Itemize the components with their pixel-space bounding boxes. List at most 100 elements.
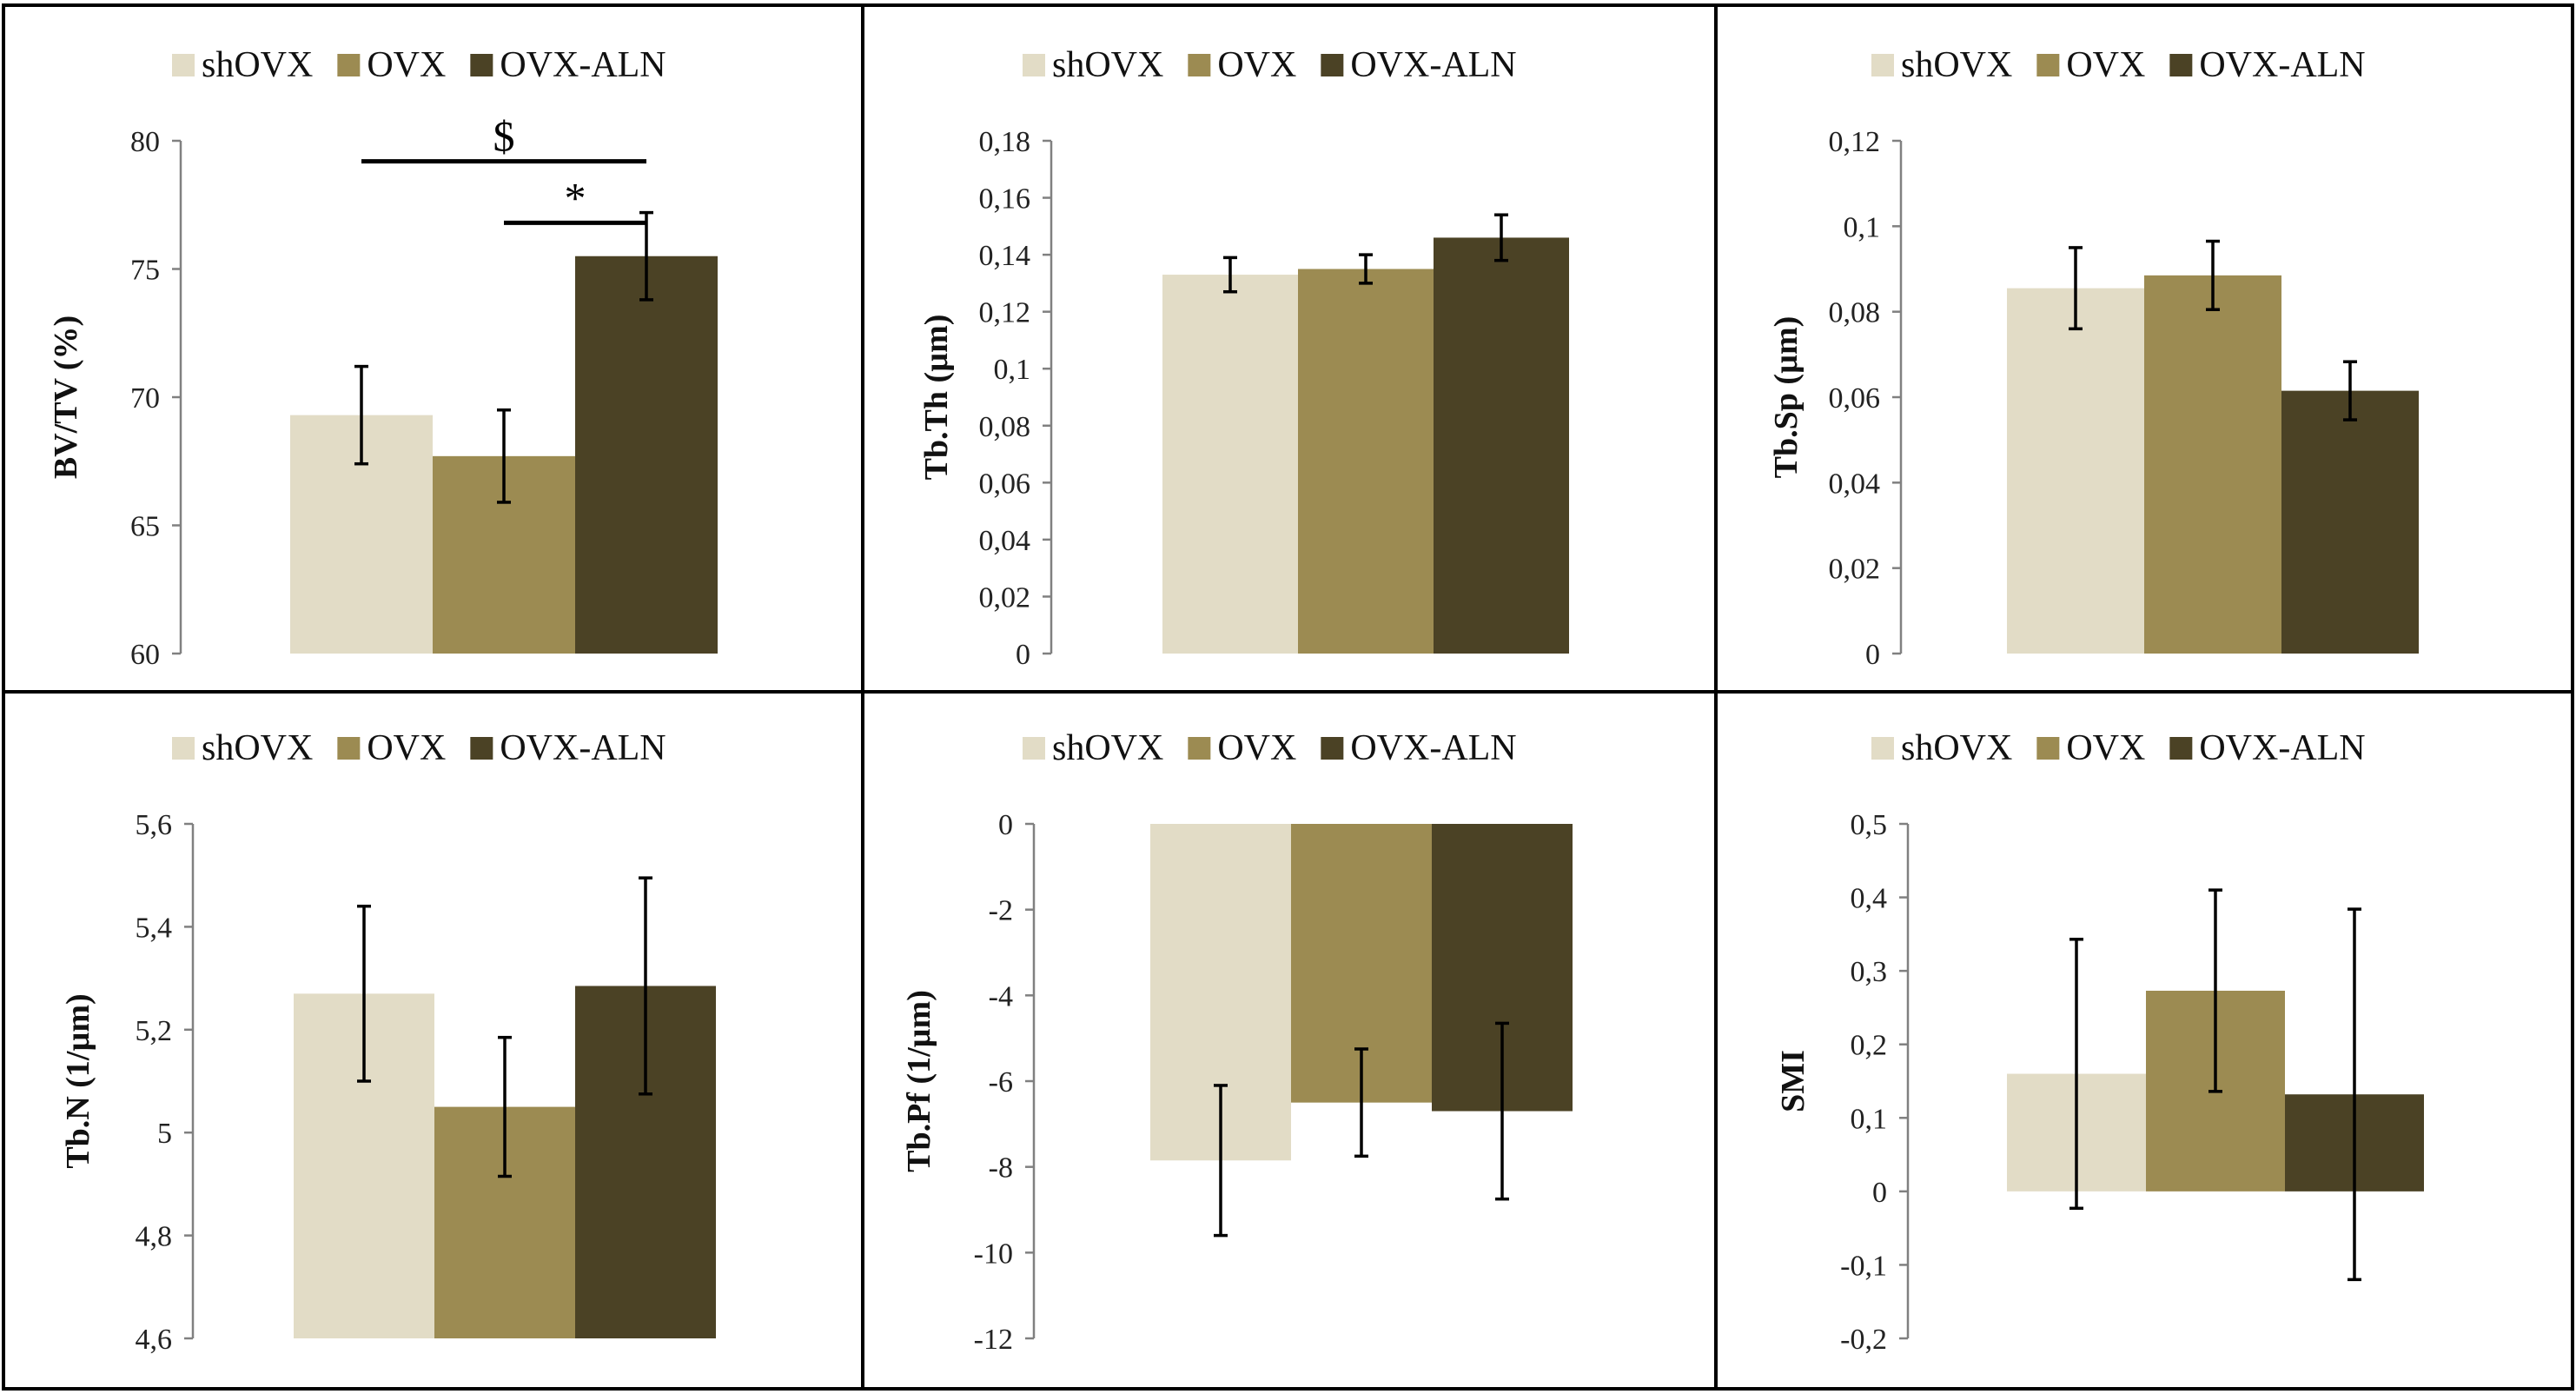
- y-tick-label: 0,02: [979, 581, 1031, 614]
- y-tick-label: 70: [130, 382, 160, 415]
- y-tick-label: -0,2: [1840, 1324, 1887, 1356]
- legend-swatch-shovx: [1871, 54, 1894, 76]
- y-tick-label: 0,18: [979, 126, 1031, 158]
- legend-swatch-ovx-aln: [2169, 737, 2193, 760]
- y-tick-label: 0,5: [1851, 809, 1888, 841]
- legend-label-ovx-aln: OVX-ALN: [1350, 728, 1516, 768]
- legend-label-ovx-aln: OVX-ALN: [1350, 45, 1516, 85]
- y-tick-label: -10: [974, 1238, 1013, 1270]
- legend-swatch-ovx: [337, 737, 361, 760]
- y-tick-label: -0,1: [1840, 1250, 1887, 1282]
- y-tick-label: 60: [130, 639, 160, 671]
- legend-swatch-ovx-aln: [470, 54, 493, 76]
- legend-swatch-ovx: [1188, 737, 1211, 760]
- legend-swatch-ovx-aln: [470, 737, 493, 760]
- legend-label-shovx: shOVX: [1052, 45, 1163, 85]
- y-tick-label: 4,6: [136, 1324, 173, 1356]
- y-tick-label: 0,3: [1851, 956, 1888, 988]
- y-tick-label: 0: [998, 809, 1013, 841]
- significance-marker: $: [493, 112, 515, 161]
- y-tick-label: -2: [989, 895, 1013, 927]
- y-tick-label: 0,12: [1829, 126, 1881, 158]
- legend-label-ovx: OVX: [1217, 45, 1296, 85]
- legend-label-ovx: OVX: [367, 728, 446, 768]
- y-tick-label: 0,06: [979, 468, 1031, 500]
- legend-swatch-ovx: [2036, 54, 2060, 76]
- chart-panel-5: shOVX OVX OVX-ALN -12 -10 -8 -6 -4 -2 0 Tb.Pf (1/µ…: [861, 690, 1718, 1391]
- legend-label-shovx: shOVX: [202, 45, 313, 85]
- y-tick-label: 4,8: [136, 1221, 173, 1253]
- bar-ovx: [2144, 275, 2281, 654]
- legend-label-ovx: OVX: [1217, 728, 1296, 768]
- chart-panel-2: shOVX OVX OVX-ALN 0 0,02 0,04 0,06 0,08 0,1 0,12 0…: [861, 3, 1718, 694]
- legend-label-ovx: OVX: [367, 45, 446, 85]
- chart-panel-6: shOVX OVX OVX-ALN -0,2 -0,1 0 0,1 0,2 0,3 0,4 0,5 S…: [1714, 690, 2574, 1391]
- legend-label-shovx: shOVX: [1901, 45, 2012, 85]
- legend-label-ovx: OVX: [2066, 45, 2145, 85]
- y-tick-label: 0,12: [979, 297, 1031, 329]
- y-tick-label: 0,4: [1851, 883, 1888, 915]
- y-tick-label: 0,04: [979, 525, 1031, 557]
- bar-ovx: [1298, 269, 1434, 654]
- panel-border: [1714, 690, 2574, 1391]
- bar-ovx-aln: [575, 256, 718, 654]
- y-tick-label: 0,08: [979, 411, 1031, 443]
- legend-swatch-ovx: [2036, 737, 2060, 760]
- y-tick-label: 0,04: [1829, 468, 1881, 500]
- y-tick-label: -12: [974, 1324, 1013, 1356]
- chart-panel-1: shOVX OVX OVX-ALN 60 65 70 75 80 BV/TV (%) $ *: [2, 3, 864, 694]
- y-tick-label: 75: [130, 255, 160, 287]
- y-tick-label: 0: [1865, 639, 1880, 671]
- y-tick-label: 0,06: [1829, 382, 1881, 415]
- legend-label-ovx: OVX: [2066, 728, 2145, 768]
- chart-panel-4: shOVX OVX OVX-ALN 4,6 4,8 5 5,2 5,4 5,6 Tb.N (1/µ…: [2, 690, 864, 1391]
- y-tick-label: -8: [989, 1152, 1013, 1185]
- legend-swatch-ovx: [1188, 54, 1211, 76]
- y-tick-label: 0,2: [1851, 1030, 1888, 1062]
- legend-swatch-ovx-aln: [1321, 737, 1344, 760]
- significance-marker: *: [565, 173, 586, 222]
- bar-ovx-aln: [2281, 390, 2419, 654]
- legend-swatch-shovx: [172, 737, 195, 760]
- y-tick-label: 0: [1872, 1177, 1887, 1209]
- legend-swatch-shovx: [172, 54, 195, 76]
- bar-shovx: [1162, 275, 1298, 654]
- y-tick-label: 80: [130, 126, 160, 158]
- y-tick-label: -6: [989, 1066, 1013, 1099]
- y-tick-label: 0,16: [979, 183, 1031, 216]
- y-axis-label: Tb.Th (µm): [918, 315, 955, 481]
- y-tick-label: 0,02: [1829, 554, 1881, 586]
- y-tick-label: 0,1: [994, 354, 1031, 386]
- legend-swatch-shovx: [1023, 737, 1045, 760]
- y-axis-label: Tb.Pf (1/µm): [901, 990, 937, 1172]
- y-tick-label: 0,1: [1844, 211, 1881, 243]
- y-tick-label: 5,2: [136, 1015, 173, 1047]
- legend-label-shovx: shOVX: [202, 728, 313, 768]
- y-tick-label: 0,08: [1829, 297, 1881, 329]
- legend-swatch-shovx: [1023, 54, 1045, 76]
- legend-swatch-ovx: [337, 54, 361, 76]
- legend-swatch-ovx-aln: [2169, 54, 2193, 76]
- y-tick-label: -4: [989, 980, 1013, 1012]
- legend-label-ovx-aln: OVX-ALN: [500, 45, 666, 85]
- y-axis-label: SMI: [1775, 1050, 1811, 1112]
- bar-shovx: [2007, 288, 2144, 654]
- y-tick-label: 65: [130, 511, 160, 543]
- y-axis-label: BV/TV (%): [48, 315, 84, 479]
- y-tick-label: 0: [1016, 639, 1030, 671]
- y-tick-label: 5,4: [136, 912, 173, 944]
- y-tick-label: 0,1: [1851, 1103, 1888, 1135]
- legend-label-ovx-aln: OVX-ALN: [2199, 45, 2365, 85]
- legend-label-ovx-aln: OVX-ALN: [500, 728, 666, 768]
- bar-ovx-aln: [1434, 237, 1569, 654]
- y-axis-label: Tb.Sp (µm): [1768, 316, 1805, 479]
- chart-panel-3: shOVX OVX OVX-ALN 0 0,02 0,04 0,06 0,08 0,1 0,12 T…: [1714, 3, 2574, 694]
- legend-label-ovx-aln: OVX-ALN: [2199, 728, 2365, 768]
- legend-swatch-shovx: [1871, 737, 1894, 760]
- y-tick-label: 0,14: [979, 240, 1031, 272]
- y-tick-label: 5: [157, 1118, 172, 1150]
- legend-label-shovx: shOVX: [1052, 728, 1163, 768]
- y-axis-label: Tb.N (1/µm): [60, 993, 96, 1168]
- y-tick-label: 5,6: [136, 809, 173, 841]
